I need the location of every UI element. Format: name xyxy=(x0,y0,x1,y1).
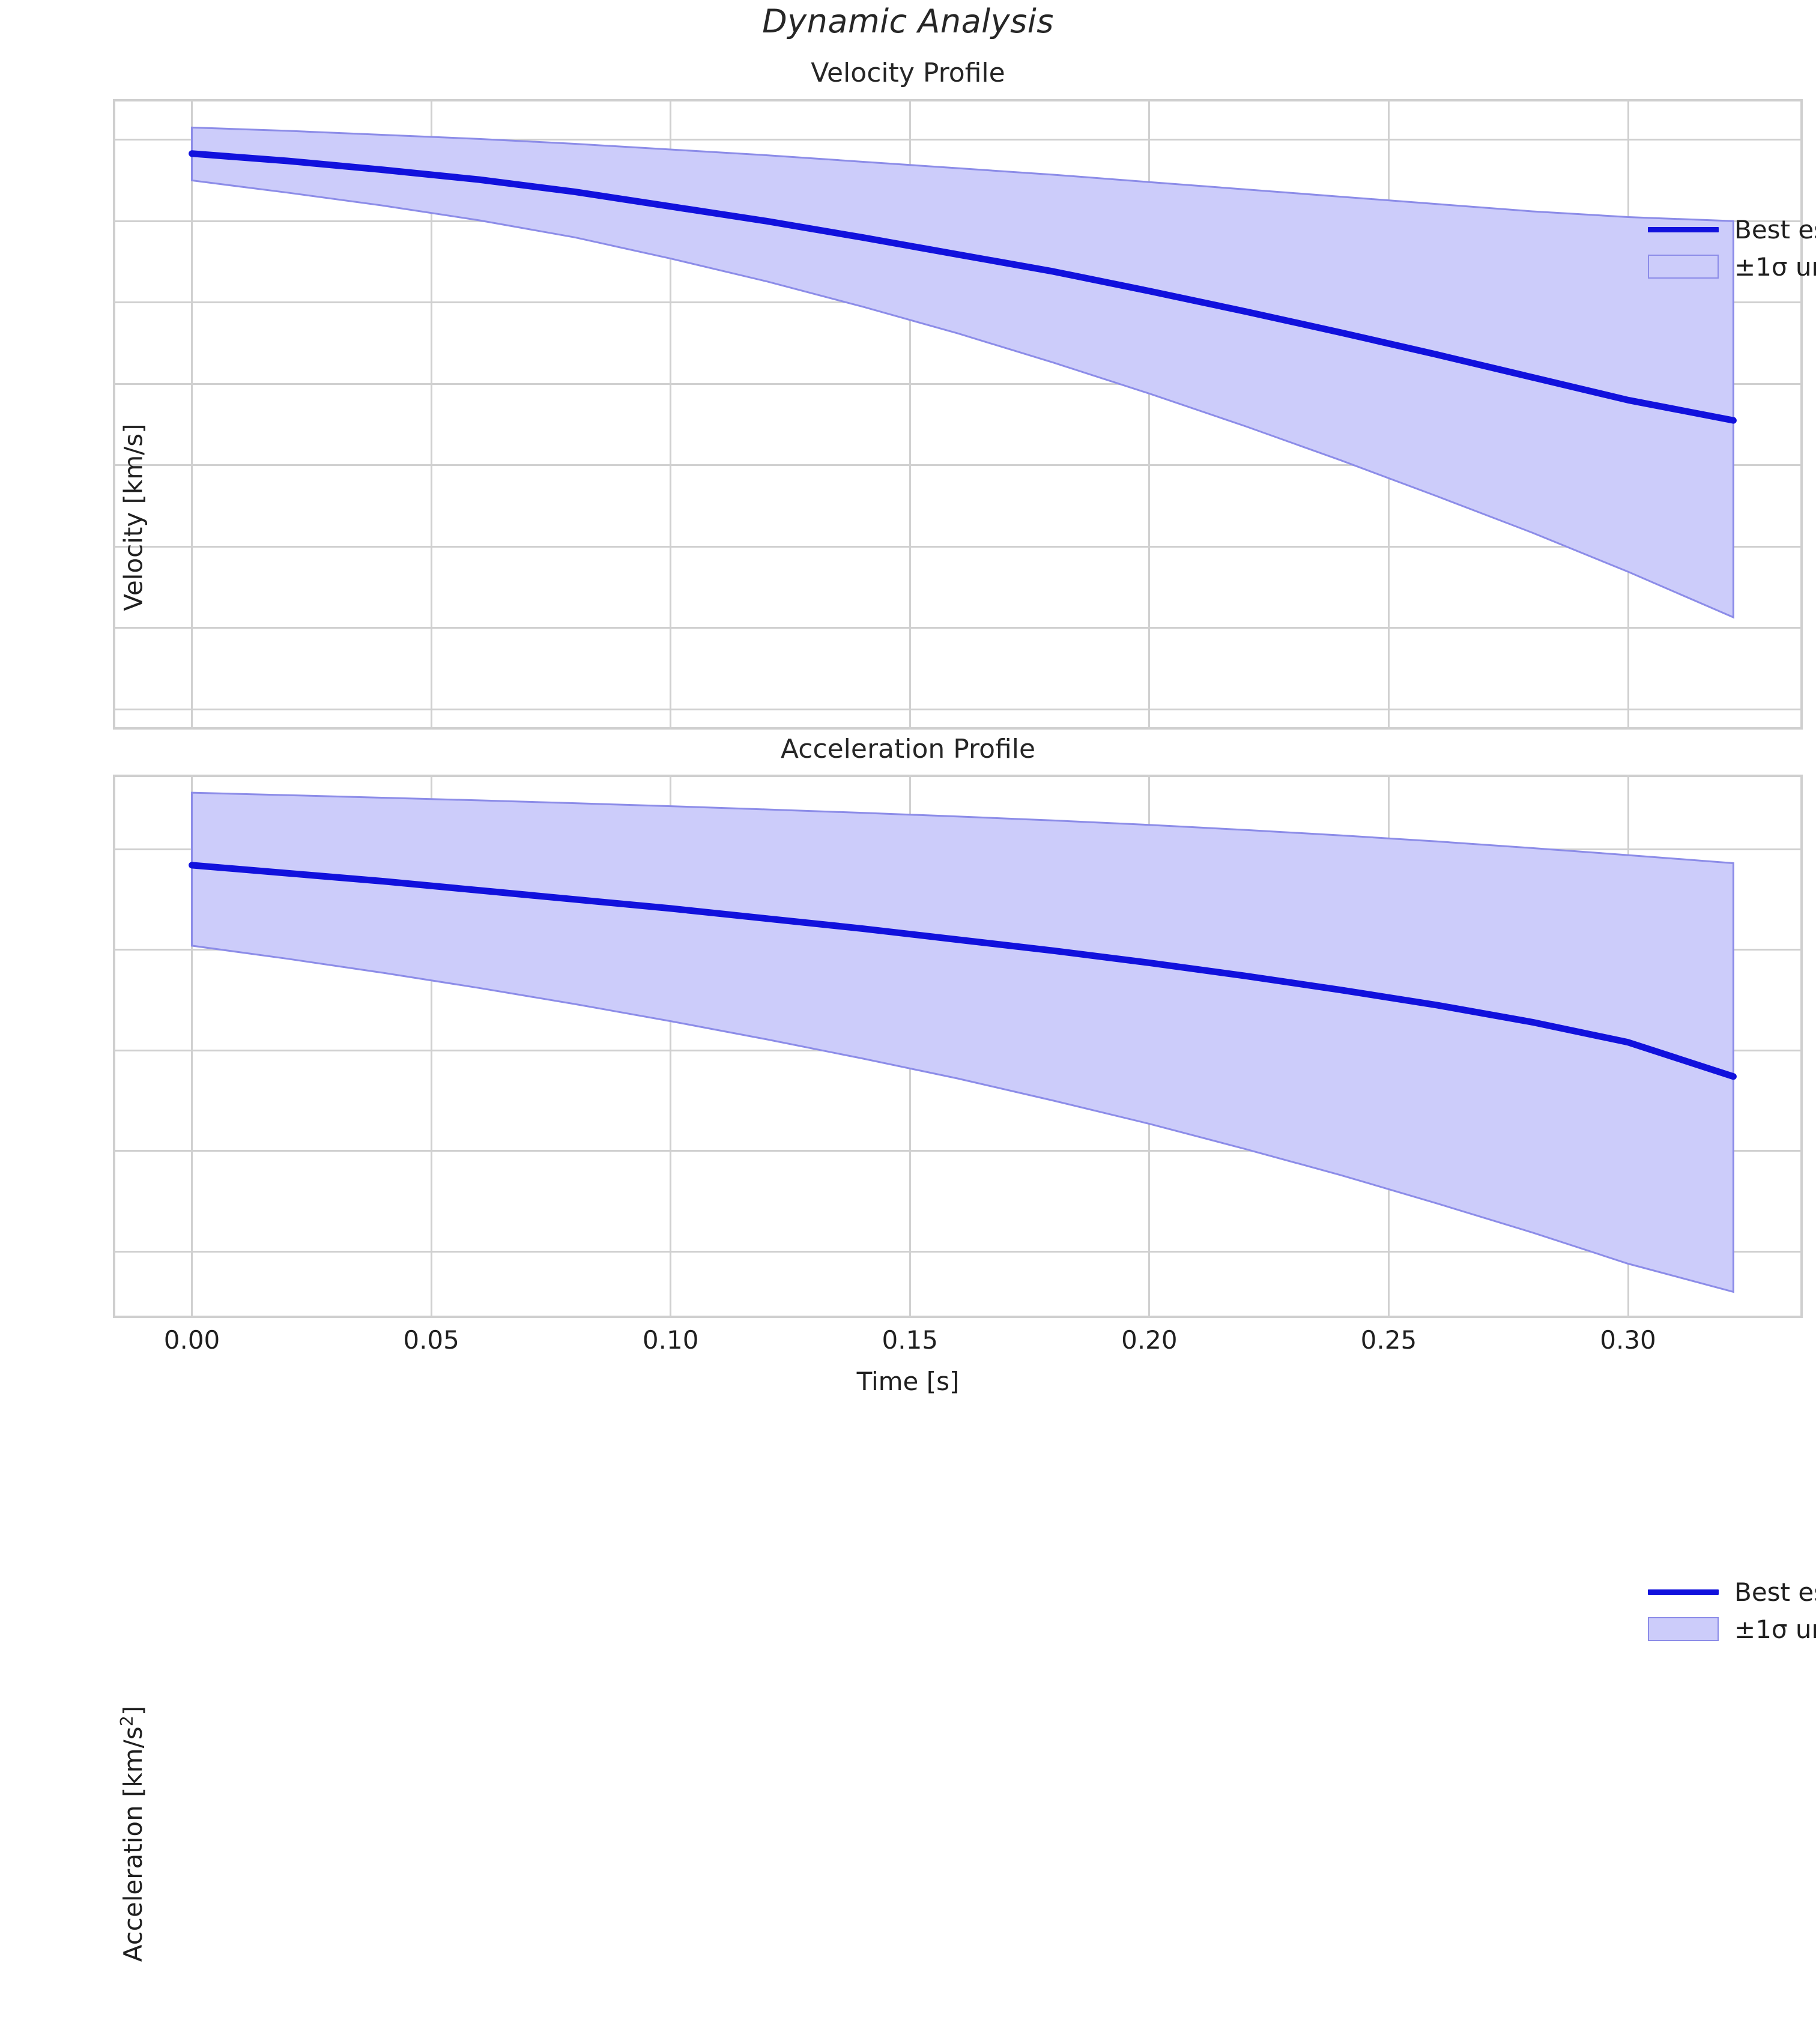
acceleration-y-axis-label-suffix: ] xyxy=(118,1705,148,1716)
figure-canvas: Dynamic Analysis Velocity Profile 010203… xyxy=(113,2,1816,1962)
figure-suptitle: Dynamic Analysis xyxy=(762,2,1054,40)
legend-band-swatch-icon xyxy=(1648,1617,1719,1641)
gridline-vertical xyxy=(430,775,432,1318)
axis-spine-top xyxy=(113,99,1803,101)
legend-entry-best-estimate: Best estimate xyxy=(1648,1573,1816,1610)
acceleration-y-axis-label: Acceleration [km/s2] xyxy=(117,1624,148,2044)
velocity-subplot-title: Velocity Profile xyxy=(811,58,1005,88)
axis-spine-left xyxy=(113,775,115,1318)
gridline-vertical xyxy=(191,775,193,1318)
axis-spine-left xyxy=(113,99,115,730)
gridline-horizontal xyxy=(113,545,1803,548)
best-estimate-line xyxy=(189,150,1737,424)
legend-entry-uncertainty: ±1σ uncertainty xyxy=(1648,1610,1816,1648)
legend-label-uncertainty: ±1σ uncertainty xyxy=(1734,1614,1816,1644)
legend-band-swatch-icon xyxy=(1648,255,1719,279)
acceleration-y-axis-label-text: Acceleration [km/s xyxy=(118,1726,148,1962)
axis-spine-top xyxy=(113,775,1803,777)
legend-label-best-estimate: Best estimate xyxy=(1734,1577,1816,1607)
acceleration-y-axis-label-exponent: 2 xyxy=(117,1716,137,1727)
gridline-horizontal xyxy=(113,382,1803,385)
gridline-vertical xyxy=(1148,99,1151,730)
acceleration-subplot-title: Acceleration Profile xyxy=(780,734,1036,764)
legend-label-best-estimate: Best estimate xyxy=(1734,214,1816,244)
x-tick-label: 0.10 xyxy=(642,1325,699,1355)
acceleration-axes: −250−200−150−100−50 Acceleration [km/s2]… xyxy=(113,775,1816,1962)
gridline-vertical xyxy=(191,99,193,730)
x-tick-label: 0.25 xyxy=(1360,1325,1417,1355)
axis-spine-right xyxy=(1800,775,1803,1318)
axis-spine-right xyxy=(1800,99,1803,730)
velocity-plot-area xyxy=(189,126,1737,619)
legend-entry-best-estimate: Best estimate xyxy=(1648,211,1816,248)
velocity-y-axis-label: Velocity [km/s] xyxy=(118,423,148,611)
x-tick-label: 0.05 xyxy=(403,1325,459,1355)
x-axis-label: Time [s] xyxy=(856,1367,960,1396)
best-estimate-line xyxy=(189,862,1737,1080)
gridline-vertical xyxy=(430,99,432,730)
legend-line-swatch-icon xyxy=(1648,226,1719,232)
gridline-horizontal xyxy=(113,708,1803,710)
axis-spine-bottom xyxy=(113,1316,1803,1318)
x-tick-label: 0.30 xyxy=(1600,1325,1656,1355)
gridline-horizontal xyxy=(113,464,1803,467)
gridline-vertical xyxy=(909,99,911,730)
gridline-vertical xyxy=(670,775,672,1318)
gridline-horizontal xyxy=(113,1150,1803,1152)
x-tick-label: 0.20 xyxy=(1121,1325,1178,1355)
gridline-horizontal xyxy=(113,627,1803,629)
acceleration-plot-area xyxy=(189,791,1737,1293)
velocity-legend: Best estimate ±1σ uncertainty xyxy=(1648,211,1816,285)
legend-entry-uncertainty: ±1σ uncertainty xyxy=(1648,248,1816,285)
legend-line-swatch-icon xyxy=(1648,1589,1719,1595)
uncertainty-band xyxy=(191,126,1734,619)
velocity-axes: 010203040506070 Velocity [km/s] Best est… xyxy=(113,99,1816,730)
axis-spine-bottom xyxy=(113,727,1803,730)
uncertainty-band xyxy=(191,791,1734,1293)
x-tick-label: 0.15 xyxy=(882,1325,939,1355)
gridline-horizontal xyxy=(113,1250,1803,1253)
x-tick-label: 0.00 xyxy=(163,1325,220,1355)
legend-label-uncertainty: ±1σ uncertainty xyxy=(1734,252,1816,282)
gridline-horizontal xyxy=(113,139,1803,141)
gridline-vertical xyxy=(670,99,672,730)
acceleration-legend: Best estimate ±1σ uncertainty xyxy=(1648,1573,1816,1648)
